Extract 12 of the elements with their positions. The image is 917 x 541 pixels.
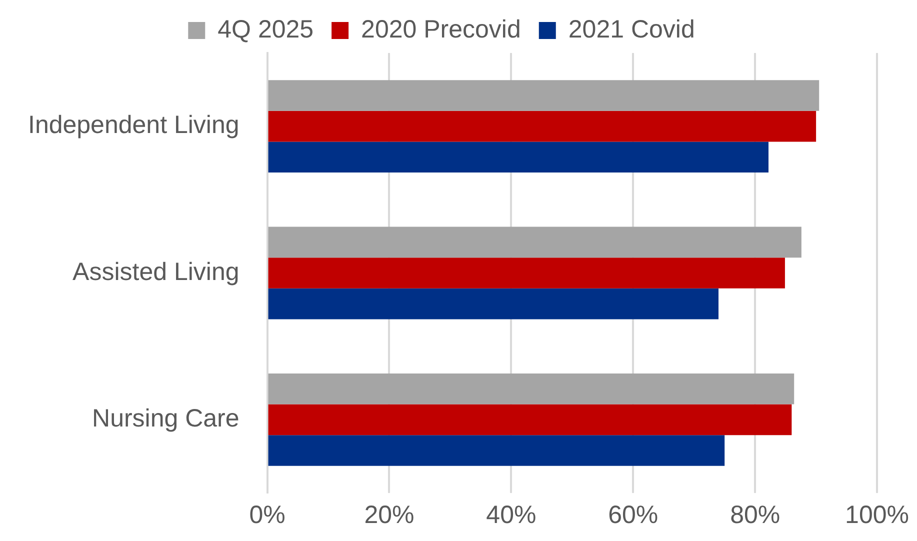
legend-label: 2020 Precovid [361,15,521,44]
y-tick-label: Independent Living [28,111,240,140]
x-tick-label: 60% [608,500,658,529]
x-tick-label: 100% [845,500,910,529]
y-tick-label: Nursing Care [92,404,240,433]
x-tick-label: 40% [486,500,536,529]
legend-label: 2021 Covid [568,15,695,44]
x-tick-label: 0% [249,500,286,529]
y-tick-label: Assisted Living [72,258,240,286]
x-tick-label: 20% [364,500,414,529]
x-tick-label: 80% [730,500,780,529]
legend-label: 4Q 2025 [218,15,314,44]
